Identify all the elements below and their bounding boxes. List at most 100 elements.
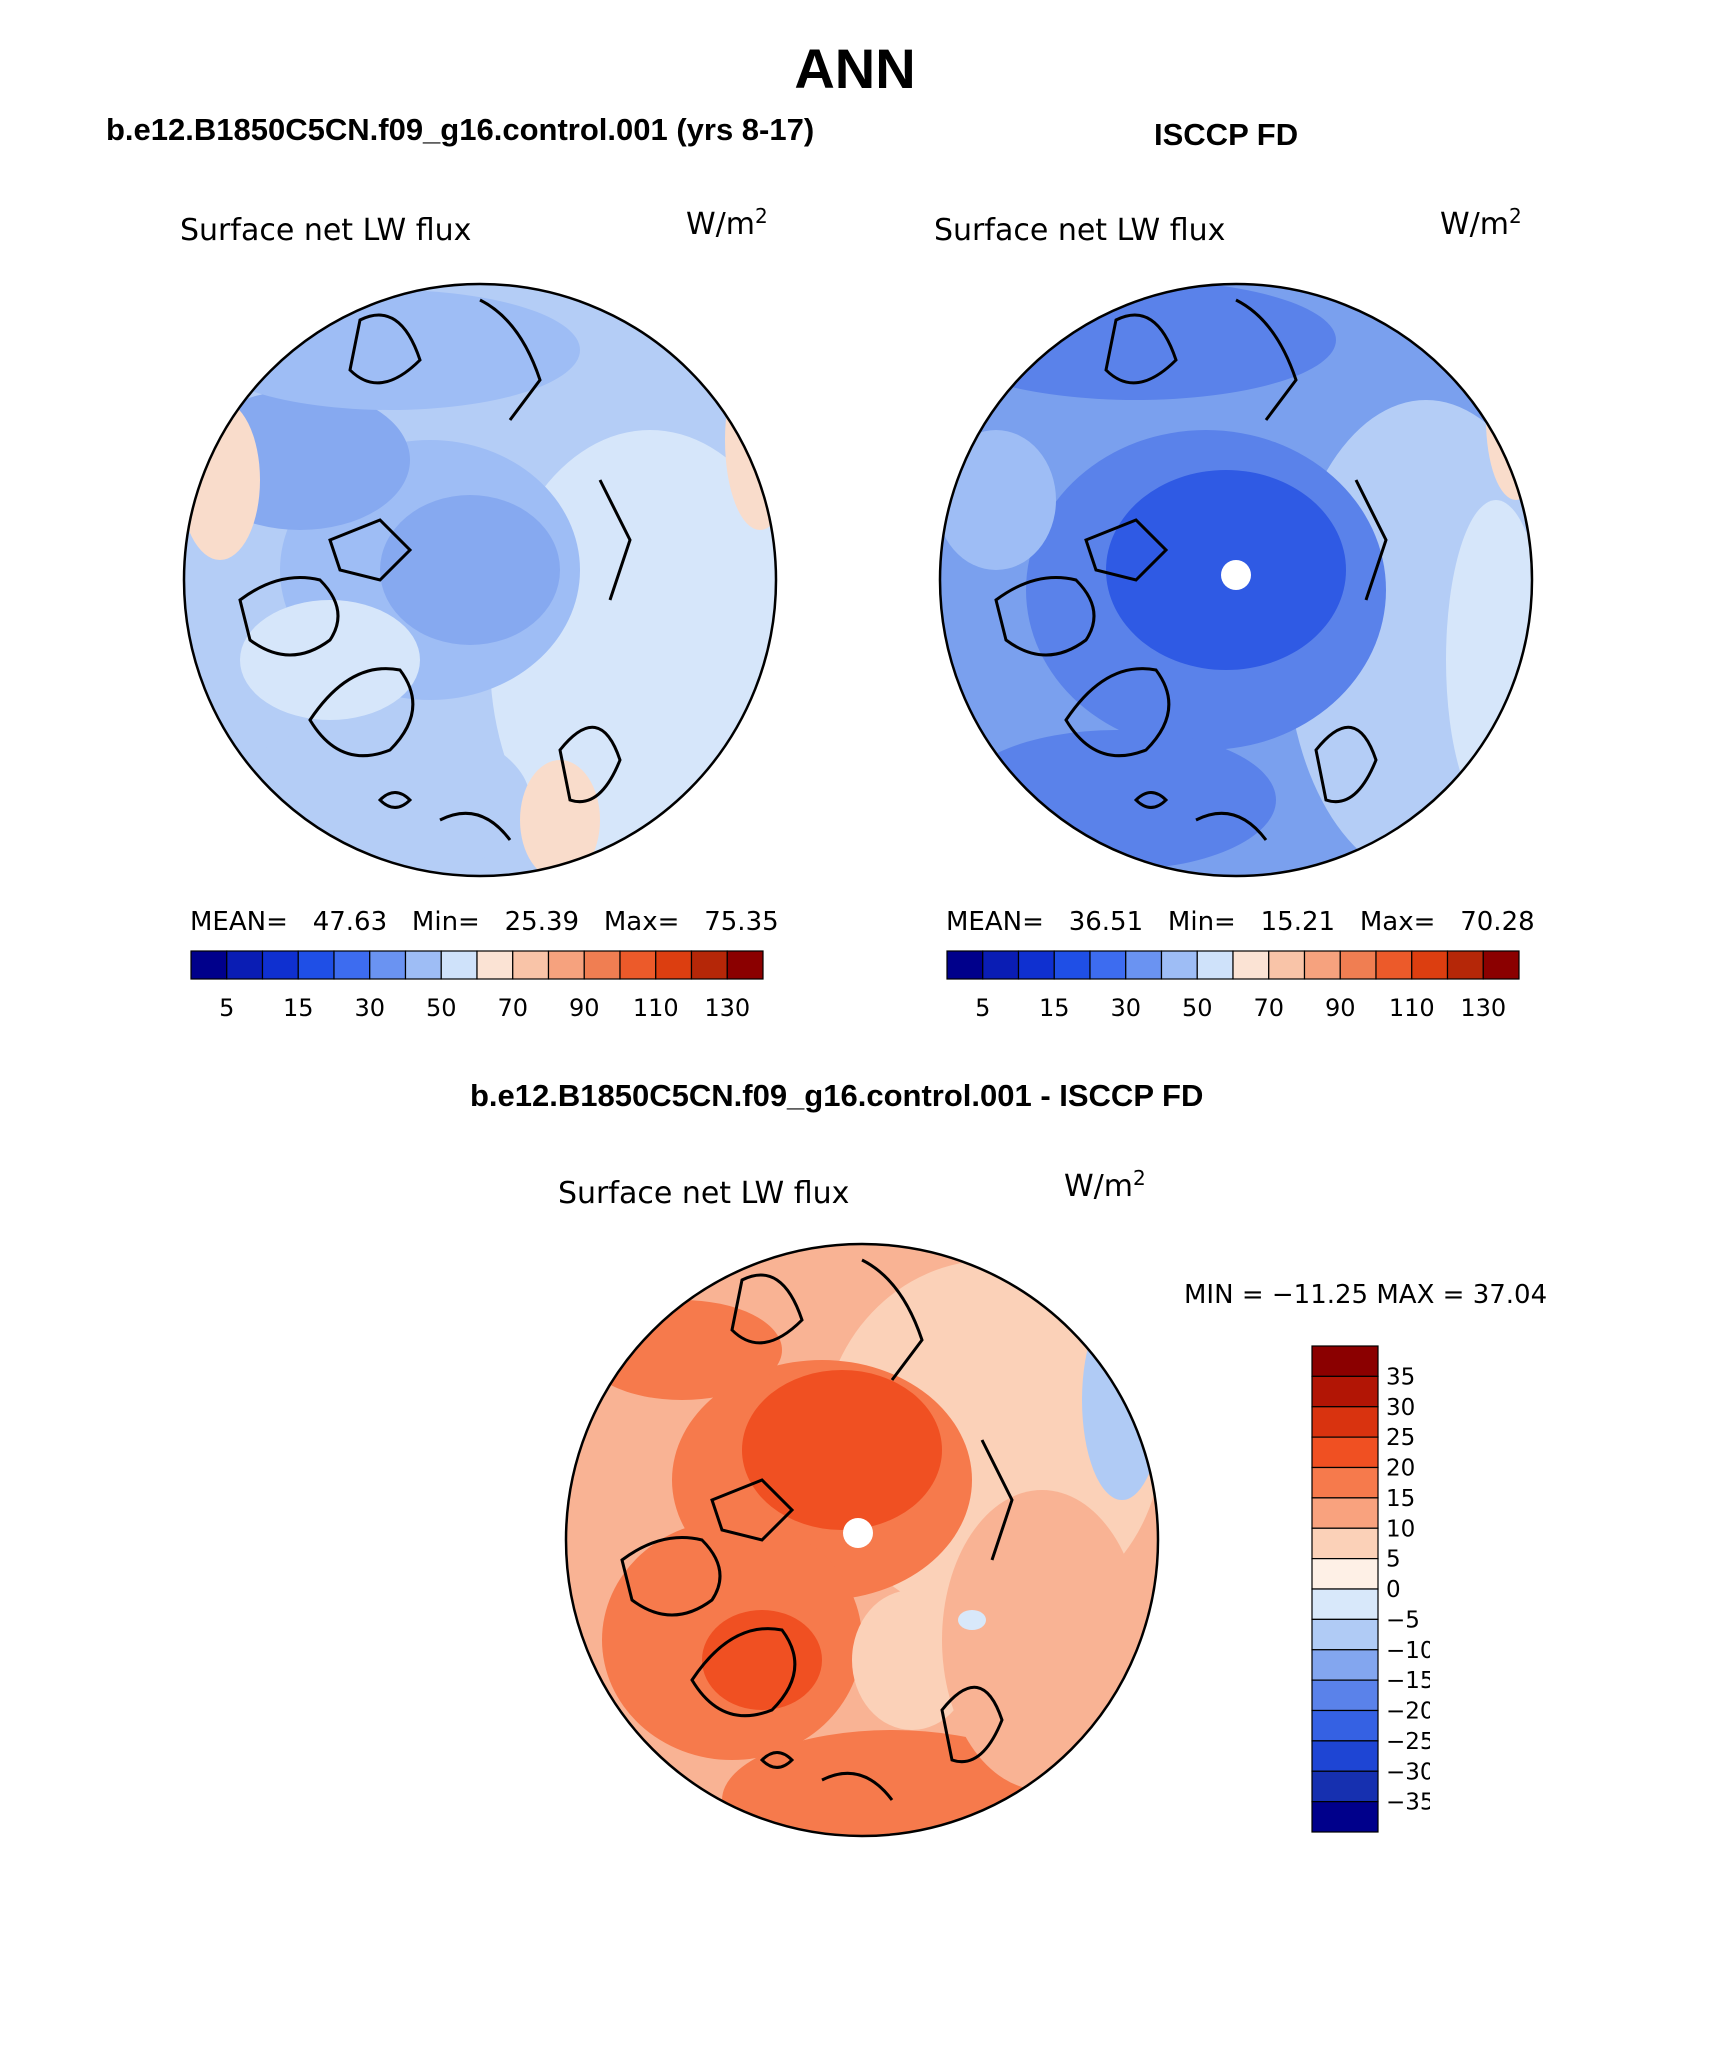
model-case-title: b.e12.B1850C5CN.f09_g16.control.001 (yrs… — [106, 112, 815, 147]
obs-colorbar-tick-label: 15 — [1039, 994, 1070, 1022]
model-polar-map — [182, 282, 778, 878]
diff-colorbar-tick-label: −15 — [1386, 1668, 1430, 1694]
diff-colorbar: 35 30 25 20 15 10 5 0 −5 −10 −15 −20 −25 −30 −35 — [1311, 1345, 1430, 1833]
obs-colorbar-swatch — [1053, 950, 1091, 980]
model-colorbar-tick-label: 5 — [219, 994, 234, 1022]
model-colorbar-swatch — [512, 950, 550, 980]
model-colorbar-swatch — [297, 950, 335, 980]
obs-colorbar-swatch — [946, 950, 984, 980]
diff-colorbar-tick-label: −25 — [1386, 1729, 1430, 1755]
obs-colorbar-swatch — [1482, 950, 1520, 980]
diff-colorbar-tick-label: 15 — [1386, 1486, 1415, 1512]
obs-colorbar-swatch — [1375, 950, 1413, 980]
model-colorbar-swatch — [476, 950, 514, 980]
obs-case-title: ISCCP FD — [1154, 117, 1299, 152]
obs-colorbar-swatch — [1089, 950, 1127, 980]
model-colorbar-swatch — [333, 950, 371, 980]
model-stats: MEAN= 47.63 Min= 25.39 Max= 75.35 — [190, 907, 779, 937]
obs-colorbar-tick-label: 130 — [1460, 994, 1506, 1022]
diff-colorbar-tick-label: −30 — [1386, 1759, 1430, 1785]
obs-colorbar-swatch — [1303, 950, 1341, 980]
diff-units-label: W/m2 — [1064, 1166, 1146, 1204]
model-coastlines — [238, 298, 632, 841]
model-variable-label: Surface net LW flux — [180, 213, 472, 248]
obs-colorbar-tick-label: 50 — [1182, 994, 1213, 1022]
diff-pole-missing-data — [843, 1518, 873, 1548]
obs-pole-missing-data — [1221, 560, 1251, 590]
diff-colorbar-tick-label: −35 — [1386, 1790, 1430, 1816]
obs-colorbar-swatch — [1339, 950, 1377, 980]
diff-colorbar-swatch — [1311, 1345, 1379, 1377]
diff-colorbar-tick-label: 10 — [1386, 1516, 1415, 1542]
obs-units-label: W/m2 — [1440, 204, 1522, 242]
obs-colorbar-tick-label: 90 — [1325, 994, 1356, 1022]
obs-colorbar: 5 15 30 50 70 90 110 130 — [946, 950, 1520, 1022]
diff-colorbar-tick-label: −20 — [1386, 1699, 1430, 1725]
model-colorbar-swatch — [226, 950, 264, 980]
diff-colorbar-tick-label: −5 — [1386, 1607, 1420, 1633]
diff-colorbar-tick-label: 30 — [1386, 1395, 1415, 1421]
obs-colorbar-swatch — [1017, 950, 1055, 980]
diff-variable-label: Surface net LW flux — [558, 1176, 850, 1211]
model-units-label: W/m2 — [686, 204, 768, 242]
obs-colorbar-tick-label: 30 — [1110, 994, 1141, 1022]
diff-polar-map — [564, 1242, 1160, 1838]
diff-colorbar-tick-label: 5 — [1386, 1547, 1401, 1573]
season-title: ANN — [794, 37, 916, 100]
diff-colorbar-swatch — [1311, 1618, 1379, 1651]
obs-colorbar-swatch — [1160, 950, 1198, 980]
diff-colorbar-swatch — [1311, 1466, 1379, 1499]
diff-colorbar-tick-label: 20 — [1386, 1456, 1415, 1482]
model-colorbar-tick-label: 70 — [497, 994, 528, 1022]
diff-colorbar-swatch — [1311, 1527, 1379, 1560]
diff-colorbar-swatch — [1311, 1497, 1379, 1529]
model-colorbar-tick-label: 110 — [633, 994, 679, 1022]
diff-colorbar-swatch — [1311, 1770, 1379, 1803]
model-colorbar: 5 15 30 50 70 90 110 130 — [190, 950, 764, 1022]
obs-coastlines — [994, 298, 1388, 841]
diff-colorbar-tick-label: −10 — [1386, 1638, 1430, 1664]
diff-coastlines — [620, 1258, 1014, 1801]
diff-colorbar-swatch — [1311, 1649, 1379, 1681]
diff-stats: MIN = −11.25 MAX = 37.04 — [1184, 1280, 1548, 1310]
obs-colorbar-swatch — [1446, 950, 1484, 980]
model-colorbar-swatch — [369, 950, 407, 980]
diff-case-title: b.e12.B1850C5CN.f09_g16.control.001 - IS… — [470, 1078, 1204, 1113]
obs-colorbar-swatch — [1196, 950, 1234, 980]
diff-colorbar-tick-label: 25 — [1386, 1425, 1415, 1451]
model-colorbar-tick-label: 90 — [569, 994, 600, 1022]
diff-colorbar-swatch — [1311, 1740, 1379, 1772]
diff-colorbar-swatch — [1311, 1375, 1379, 1408]
diff-colorbar-swatch — [1311, 1801, 1379, 1833]
model-colorbar-swatch — [547, 950, 585, 980]
model-colorbar-swatch — [690, 950, 728, 980]
model-colorbar-swatch — [261, 950, 299, 980]
obs-colorbar-tick-label: 110 — [1389, 994, 1435, 1022]
obs-colorbar-swatch — [1232, 950, 1270, 980]
diff-colorbar-tick-label: 35 — [1386, 1364, 1415, 1390]
obs-variable-label: Surface net LW flux — [934, 213, 1226, 248]
obs-colorbar-tick-label: 70 — [1253, 994, 1284, 1022]
obs-colorbar-tick-label: 5 — [975, 994, 990, 1022]
obs-colorbar-swatch — [1411, 950, 1449, 980]
diff-colorbar-swatch — [1311, 1679, 1379, 1712]
model-colorbar-swatch — [190, 950, 228, 980]
diff-colorbar-swatch — [1311, 1406, 1379, 1438]
obs-colorbar-swatch — [982, 950, 1020, 980]
obs-colorbar-swatch — [1125, 950, 1163, 980]
diff-colorbar-swatch — [1311, 1709, 1379, 1742]
diff-colorbar-swatch — [1311, 1558, 1379, 1590]
model-colorbar-swatch — [404, 950, 442, 980]
model-colorbar-tick-label: 30 — [354, 994, 385, 1022]
model-colorbar-tick-label: 130 — [704, 994, 750, 1022]
model-colorbar-tick-label: 15 — [283, 994, 314, 1022]
model-colorbar-swatch — [440, 950, 478, 980]
model-colorbar-swatch — [726, 950, 764, 980]
diff-colorbar-swatch — [1311, 1588, 1379, 1620]
obs-polar-map — [938, 282, 1534, 878]
model-colorbar-swatch — [655, 950, 693, 980]
diff-colorbar-swatch — [1311, 1436, 1379, 1469]
model-colorbar-tick-label: 50 — [426, 994, 457, 1022]
model-colorbar-swatch — [619, 950, 657, 980]
obs-stats: MEAN= 36.51 Min= 15.21 Max= 70.28 — [946, 907, 1535, 937]
